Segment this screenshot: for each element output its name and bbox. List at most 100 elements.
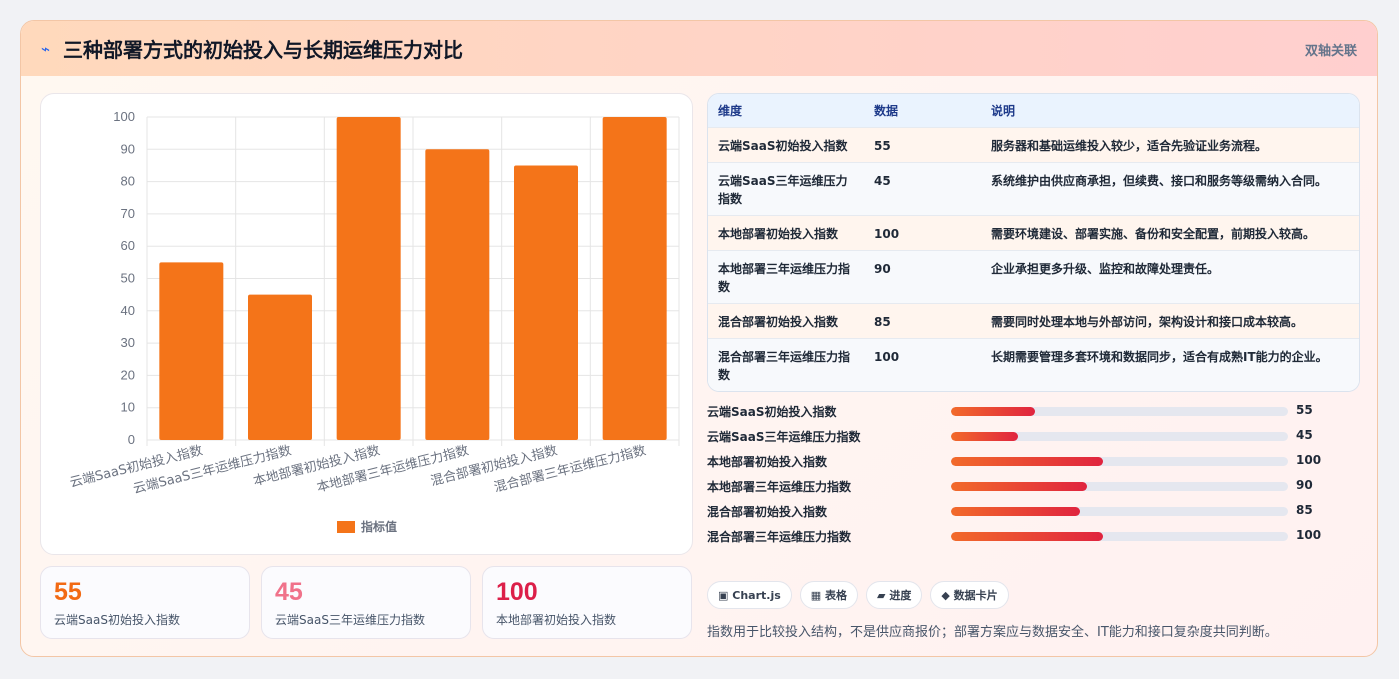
table-cell: 55 bbox=[874, 139, 891, 153]
progress-value: 85 bbox=[1296, 503, 1313, 517]
progress-label: 混合部署三年运维压力指数 bbox=[707, 530, 852, 544]
progress-row: 本地部署初始投入指数 100 bbox=[707, 451, 1327, 471]
table-cell: 服务器和基础运维投入较少，适合先验证业务流程。 bbox=[991, 139, 1268, 153]
bar-chart-panel: 0 10 20 30 40 50 60 70 80 90 100 云端SaaS初始投入指数 云端SaaS… bbox=[40, 93, 693, 555]
y-tick-label: 90 bbox=[121, 141, 135, 156]
y-tick-label: 80 bbox=[121, 174, 135, 189]
table-cell: 90 bbox=[874, 262, 891, 276]
bar-chart: 0102030405060708090100云端SaaS初始投入指数云端SaaS… bbox=[68, 109, 680, 534]
x-tick-label: 混合部署三年运维压力指数 bbox=[493, 443, 648, 495]
bar bbox=[514, 165, 578, 440]
column-header: 说明 bbox=[991, 104, 1016, 118]
table-icon: ▦ bbox=[810, 588, 822, 602]
chip-table[interactable]: ▦ 表格 bbox=[799, 581, 859, 609]
progress-row: 本地部署三年运维压力指数 90 bbox=[707, 476, 1327, 496]
table-row: 混合部署三年运维压力指数 100 长期需要管理多套环境和数据同步，适合有成熟IT… bbox=[708, 338, 1359, 391]
progress-label: 本地部署初始投入指数 bbox=[707, 455, 828, 469]
bar bbox=[159, 262, 224, 440]
progress-icon: ▰ bbox=[877, 588, 886, 602]
diamond-icon: ◆ bbox=[941, 588, 950, 602]
chip-progress[interactable]: ▰ 进度 bbox=[866, 581, 923, 609]
stat-value: 100 bbox=[496, 578, 538, 606]
progress-row: 云端SaaS初始投入指数 55 bbox=[707, 401, 1327, 421]
chip-label: Chart.js bbox=[732, 588, 781, 602]
progress-track bbox=[951, 532, 1288, 541]
table-cell: 45 bbox=[874, 174, 891, 188]
progress-value: 45 bbox=[1296, 428, 1313, 442]
table-cell: 云端SaaS初始投入指数 bbox=[718, 139, 848, 153]
table-cell: 长期需要管理多套环境和数据同步，适合有成熟IT能力的企业。 bbox=[991, 350, 1328, 364]
bar bbox=[425, 149, 490, 441]
progress-fill bbox=[951, 457, 1103, 466]
progress-fill bbox=[951, 407, 1036, 416]
y-tick-label: 40 bbox=[121, 303, 135, 318]
progress-fill bbox=[951, 507, 1081, 516]
stat-card: 45 云端SaaS三年运维压力指数 bbox=[261, 566, 471, 639]
y-tick-label: 20 bbox=[121, 367, 135, 382]
chip-label: 数据卡片 bbox=[953, 589, 998, 602]
table-row: 本地部署初始投入指数 100 需要环境建设、部署实施、备份和安全配置，前期投入较… bbox=[708, 215, 1359, 250]
y-tick-label: 30 bbox=[121, 335, 135, 350]
chip-chartjs[interactable]: ▣ Chart.js bbox=[707, 581, 792, 609]
data-table: 维度 数据 说明 云端SaaS初始投入指数 55 服务器和基础运维投入较少，适合… bbox=[707, 93, 1360, 392]
progress-value: 100 bbox=[1296, 453, 1322, 467]
card-title: 三种部署方式的初始投入与长期运维压力对比 bbox=[63, 38, 463, 62]
progress-row: 云端SaaS三年运维压力指数 45 bbox=[707, 426, 1327, 446]
y-tick-label: 50 bbox=[121, 271, 135, 286]
card-header: ⌁ 三种部署方式的初始投入与长期运维压力对比 双轴关联 bbox=[21, 21, 1377, 76]
stat-card: 55 云端SaaS初始投入指数 bbox=[40, 566, 250, 639]
table-row: 云端SaaS三年运维压力指数 45 系统维护由供应商承担，但续费、接口和服务等级… bbox=[708, 162, 1359, 215]
table-cell: 混合部署初始投入指数 bbox=[718, 315, 839, 329]
table-cell: 需要同时处理本地与外部访问，架构设计和接口成本较高。 bbox=[991, 315, 1304, 329]
table-cell: 100 bbox=[874, 350, 900, 364]
progress-label: 本地部署三年运维压力指数 bbox=[707, 480, 852, 494]
dual-axis-tag: 双轴关联 bbox=[1304, 44, 1357, 59]
progress-label: 云端SaaS初始投入指数 bbox=[707, 405, 837, 419]
table-row: 本地部署三年运维压力指数 90 企业承担更多升级、监控和故障处理责任。 bbox=[708, 250, 1359, 303]
lightning-icon: ⌁ bbox=[41, 39, 51, 58]
window-icon: ▣ bbox=[718, 588, 729, 602]
y-tick-label: 60 bbox=[121, 238, 135, 253]
table-row: 混合部署初始投入指数 85 需要同时处理本地与外部访问，架构设计和接口成本较高。 bbox=[708, 303, 1359, 338]
table-header-row: 维度 数据 说明 bbox=[708, 94, 1359, 127]
column-header: 数据 bbox=[874, 104, 899, 118]
y-tick-label: 10 bbox=[121, 400, 135, 415]
progress-value: 100 bbox=[1296, 528, 1322, 542]
stat-value: 55 bbox=[54, 578, 82, 606]
stat-card: 100 本地部署初始投入指数 bbox=[482, 566, 692, 639]
stat-label: 云端SaaS初始投入指数 bbox=[54, 613, 180, 627]
progress-label: 混合部署初始投入指数 bbox=[707, 505, 828, 519]
table-cell: 需要环境建设、部署实施、备份和安全配置，前期投入较高。 bbox=[991, 227, 1316, 241]
legend-label: 指标值 bbox=[361, 519, 397, 534]
stat-label: 云端SaaS三年运维压力指数 bbox=[275, 613, 425, 627]
progress-value: 55 bbox=[1296, 403, 1313, 417]
table-cell: 本地部署初始投入指数 bbox=[718, 227, 839, 241]
chip-label: 表格 bbox=[825, 589, 848, 602]
table-cell: 85 bbox=[874, 315, 891, 329]
footnote: 指数用于比较投入结构，不是供应商报价；部署方案应与数据安全、IT能力和接口复杂度… bbox=[707, 625, 1278, 640]
progress-track bbox=[951, 457, 1288, 466]
legend-swatch bbox=[337, 521, 355, 533]
chip-data-card[interactable]: ◆ 数据卡片 bbox=[930, 581, 1009, 609]
progress-track bbox=[951, 507, 1288, 516]
table-cell: 100 bbox=[874, 227, 900, 241]
progress-track bbox=[951, 482, 1288, 491]
table-cell: 系统维护由供应商承担，但续费、接口和服务等级需纳入合同。 bbox=[991, 174, 1328, 188]
bar bbox=[248, 294, 312, 440]
progress-fill bbox=[951, 532, 1103, 541]
chip-label: 进度 bbox=[889, 589, 912, 602]
table-cell: 云端SaaS三年运维压力指数 bbox=[718, 174, 848, 206]
y-tick-label: 70 bbox=[121, 206, 135, 221]
stat-value: 45 bbox=[275, 578, 303, 606]
bar bbox=[336, 117, 401, 440]
tech-chips: ▣ Chart.js ▦ 表格 ▰ 进度 ◆ 数据卡片 bbox=[707, 581, 1009, 609]
progress-label: 云端SaaS三年运维压力指数 bbox=[707, 430, 861, 444]
progress-track bbox=[951, 432, 1288, 441]
stat-label: 本地部署初始投入指数 bbox=[496, 613, 617, 627]
y-tick-label: 100 bbox=[113, 109, 135, 124]
progress-fill bbox=[951, 482, 1088, 491]
table-cell: 本地部署三年运维压力指数 bbox=[718, 262, 851, 294]
bar bbox=[602, 117, 667, 440]
table-cell: 混合部署三年运维压力指数 bbox=[718, 350, 851, 382]
progress-row: 混合部署三年运维压力指数 100 bbox=[707, 526, 1327, 546]
